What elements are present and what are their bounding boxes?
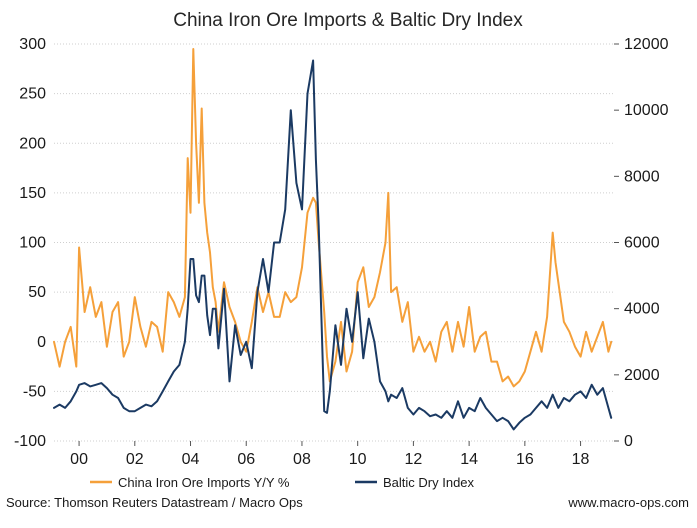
chart-title: China Iron Ore Imports & Baltic Dry Inde… (173, 10, 523, 31)
legend-label: Baltic Dry Index (383, 475, 475, 490)
x-axis-ticks: 00 02 04 06 08 10 12 14 16 18 (70, 441, 590, 468)
left-tick-label: 150 (19, 185, 46, 202)
series-layer (53, 48, 613, 431)
x-tick-label: 16 (516, 451, 534, 468)
right-tick-label: 2000 (624, 367, 660, 384)
legend-item-iron-ore: China Iron Ore Imports Y/Y % (90, 475, 290, 490)
series-line-iron-ore-imports (53, 48, 613, 388)
left-tick-label: -50 (23, 383, 46, 400)
right-tick-label: 4000 (624, 301, 660, 318)
footer-source: Source: Thomson Reuters Datastream / Mac… (6, 495, 303, 510)
x-tick-label: 00 (70, 451, 88, 468)
left-tick-label: -100 (14, 433, 46, 450)
grid-layer (54, 43, 614, 442)
right-tick-label: 0 (624, 433, 633, 450)
x-tick-label: 06 (237, 451, 255, 468)
x-tick-label: 18 (572, 451, 590, 468)
left-tick-label: 100 (19, 235, 46, 252)
left-tick-label: 300 (19, 36, 46, 53)
right-axis-ticks: 0 2000 4000 6000 8000 10000 12000 (614, 36, 669, 450)
series-line-baltic-dry-index (53, 59, 613, 431)
x-tick-label: 08 (293, 451, 311, 468)
right-tick-label: 10000 (624, 102, 669, 119)
legend-label: China Iron Ore Imports Y/Y % (118, 475, 290, 490)
x-tick-label: 10 (349, 451, 367, 468)
left-tick-label: 250 (19, 86, 46, 103)
legend-item-bdi: Baltic Dry Index (355, 475, 475, 490)
x-tick-label: 12 (405, 451, 423, 468)
left-tick-label: 0 (37, 334, 46, 351)
right-tick-label: 12000 (624, 36, 669, 53)
legend: China Iron Ore Imports Y/Y % Baltic Dry I… (90, 475, 475, 490)
right-tick-label: 6000 (624, 235, 660, 252)
x-tick-label: 14 (460, 451, 478, 468)
left-tick-label: 200 (19, 135, 46, 152)
x-tick-label: 02 (126, 451, 144, 468)
right-tick-label: 8000 (624, 168, 660, 185)
left-axis-ticks: -100 -50 0 50 100 150 200 250 300 (14, 36, 46, 450)
x-tick-label: 04 (182, 451, 200, 468)
footer-website: www.macro-ops.com (567, 495, 689, 510)
left-tick-label: 50 (28, 284, 46, 301)
